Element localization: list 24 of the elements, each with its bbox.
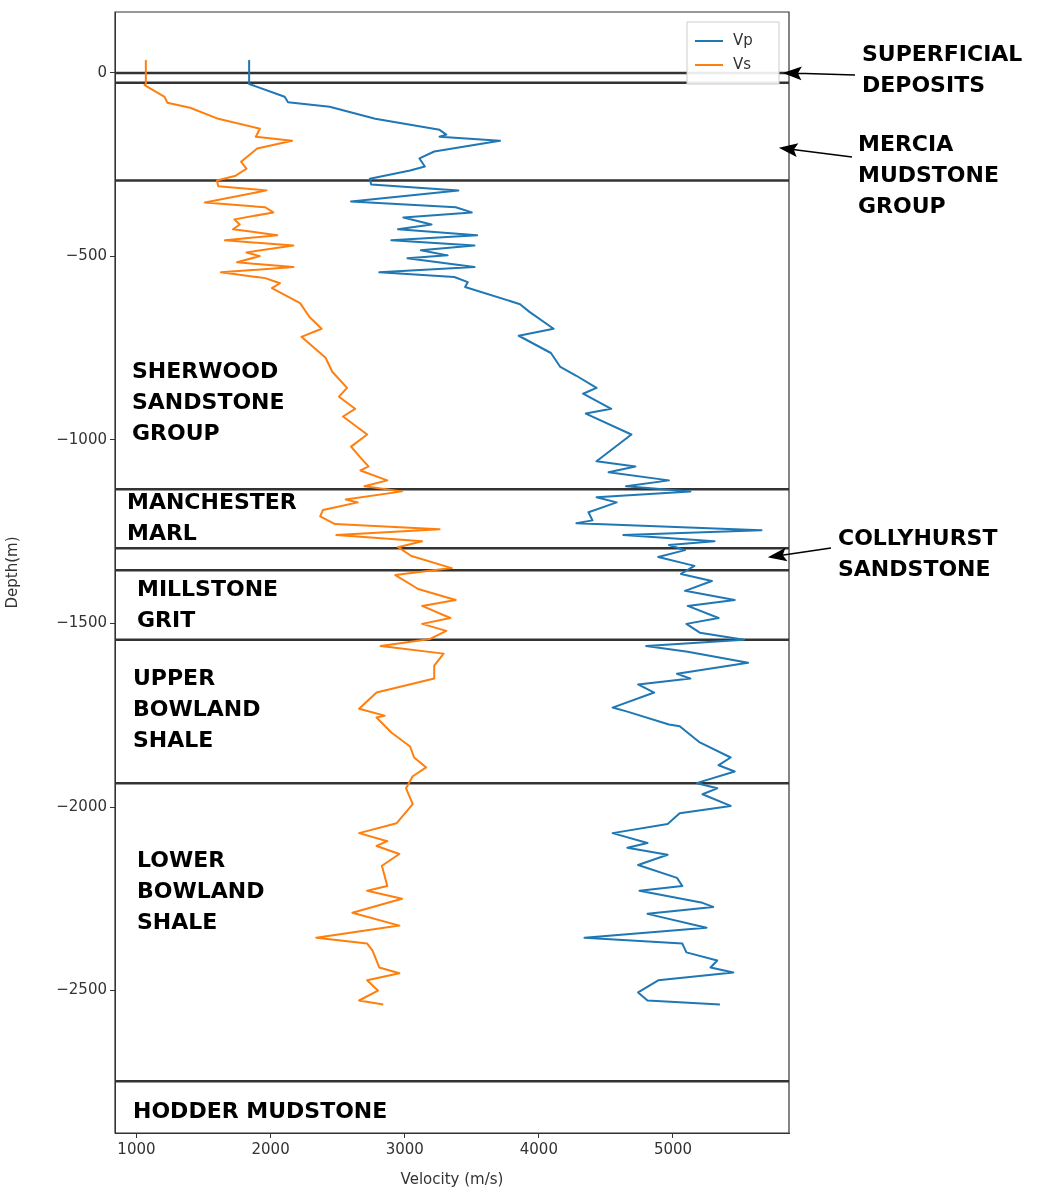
annotation: MILLSTONE GRIT [137,575,279,634]
x-tick-label: 4000 [519,1139,558,1158]
y-tick-label: −1000 [56,429,107,448]
y-tick-label: −500 [65,246,107,265]
annotation: UPPER BOWLAND SHALE [133,664,261,754]
x-tick-label: 5000 [653,1139,693,1158]
annotation: HODDER MUDSTONE [133,1097,388,1125]
y-tick-label: −2000 [56,796,107,815]
x-tick-label: 3000 [385,1139,424,1158]
x-axis-title: Velocity (m/s) [400,1169,504,1188]
y-tick-label: −2500 [56,980,107,999]
legend-label: Vp [733,30,753,49]
annotation: MANCHESTER MARL [127,488,297,547]
x-tick-label: 1000 [117,1139,156,1158]
x-tick-label: 2000 [251,1139,290,1158]
y-tick-label: −1500 [56,613,107,632]
legend-label: Vs [733,54,752,73]
text: COLLYHURST SANDSTONE [838,524,998,583]
text: SUPERFICIAL DEPOSITS [862,40,1023,99]
annotation: SHERWOOD SANDSTONE GROUP [132,357,285,447]
annotation: LOWER BOWLAND SHALE [137,846,265,936]
text: MERCIA MUDSTONE GROUP [858,130,1000,220]
y-tick-label: 0 [97,62,107,81]
y-axis-title: Depth(m) [2,536,21,609]
